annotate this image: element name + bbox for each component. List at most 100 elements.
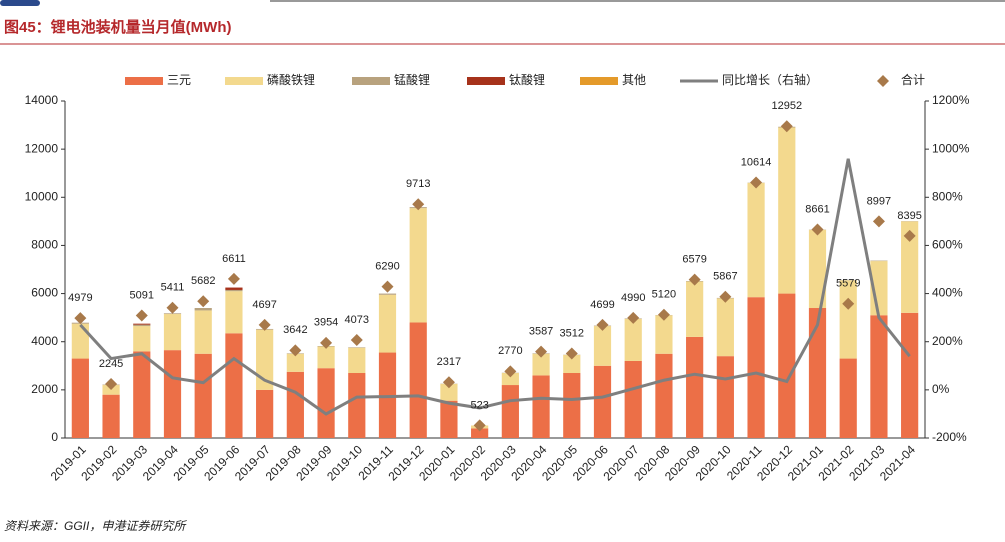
y-tick-label: 2000 xyxy=(31,382,58,396)
bar-segment xyxy=(102,395,119,438)
total-label: 3587 xyxy=(529,326,553,338)
bar-segment xyxy=(287,354,304,372)
bar-segment xyxy=(225,290,242,291)
y-tick-label: 4000 xyxy=(31,334,58,348)
bar-segment xyxy=(410,208,427,322)
chart-title: 图45：锂电池装机量当月值(MWh) xyxy=(4,18,232,36)
legend-swatch xyxy=(467,77,505,85)
total-label: 3512 xyxy=(560,327,584,339)
logo-mark xyxy=(0,0,40,6)
bar-segment xyxy=(502,385,519,438)
bar-segment xyxy=(195,308,212,310)
total-marker xyxy=(197,295,209,307)
bar-segment xyxy=(379,295,396,353)
legend-label: 磷酸铁锂 xyxy=(267,72,315,87)
bar-segment xyxy=(840,359,857,438)
bar-segment xyxy=(287,372,304,438)
total-label: 6579 xyxy=(682,254,706,266)
legend-label: 其他 xyxy=(622,73,646,87)
bar-segment xyxy=(686,337,703,438)
y2-tick-label: 800% xyxy=(932,189,963,203)
bar-segment xyxy=(133,326,150,351)
y2-tick-label: -200% xyxy=(932,430,967,444)
total-label: 4979 xyxy=(68,292,92,304)
source: 资料来源：GGII，申港证券研究所 xyxy=(4,519,187,533)
bar-segment xyxy=(225,333,242,438)
bar-segment xyxy=(133,325,150,326)
bar-segment xyxy=(747,183,764,297)
total-marker xyxy=(382,281,394,293)
y2-tick-label: 0% xyxy=(932,382,950,396)
bar-segment xyxy=(594,326,611,366)
bar-segment xyxy=(563,373,580,438)
bar-segment xyxy=(133,351,150,438)
bar-segment xyxy=(747,297,764,438)
total-label: 4990 xyxy=(621,292,645,304)
total-label: 8997 xyxy=(867,195,891,207)
legend-swatch xyxy=(877,75,889,87)
bar-segment xyxy=(317,368,334,438)
bar-segment xyxy=(410,322,427,438)
bar-segment xyxy=(778,127,795,293)
total-label: 5682 xyxy=(191,275,215,287)
total-label: 6611 xyxy=(222,253,246,265)
total-label: 8661 xyxy=(805,203,829,215)
bar-segment xyxy=(225,291,242,333)
bar-segment xyxy=(655,354,672,438)
bar-segment xyxy=(870,315,887,438)
bar-segment xyxy=(195,354,212,438)
y-tick-label: 0 xyxy=(51,430,58,444)
bar-segment xyxy=(133,324,150,325)
total-marker xyxy=(136,309,148,321)
bar-segment xyxy=(72,359,89,438)
legend-label: 锰酸锂 xyxy=(394,72,430,87)
bar-segment xyxy=(225,288,242,290)
legend-swatch xyxy=(352,77,390,85)
legend-label: 钛酸锂 xyxy=(509,72,545,87)
bar-segment xyxy=(440,401,457,438)
total-label: 2245 xyxy=(99,358,123,370)
bar-segment xyxy=(778,294,795,438)
total-label: 6290 xyxy=(375,260,399,272)
bar-segment xyxy=(717,298,734,356)
y-tick-label: 14000 xyxy=(25,93,59,107)
total-label: 5091 xyxy=(130,289,154,301)
bar-segment xyxy=(317,347,334,369)
total-label: 5579 xyxy=(836,278,860,290)
total-label: 5867 xyxy=(713,271,737,283)
y2-tick-label: 400% xyxy=(932,286,963,300)
bar-segment xyxy=(164,314,181,350)
bar-segment xyxy=(717,356,734,438)
total-marker xyxy=(228,273,240,285)
bar-segment xyxy=(686,282,703,337)
legend-label: 合计 xyxy=(901,72,925,87)
y2-tick-label: 600% xyxy=(932,238,963,252)
legend-swatch xyxy=(225,77,263,85)
total-marker xyxy=(351,334,363,346)
bar-segment xyxy=(348,348,365,373)
bar-segment xyxy=(532,375,549,438)
bar-segment xyxy=(625,361,642,438)
legend-label: 三元 xyxy=(167,73,191,87)
bar-segment xyxy=(348,373,365,438)
total-label: 5411 xyxy=(161,282,185,294)
total-label: 4073 xyxy=(345,314,369,326)
bar-segment xyxy=(195,310,212,353)
total-marker xyxy=(167,302,179,314)
total-label: 4697 xyxy=(252,299,276,311)
total-label: 3642 xyxy=(283,324,307,336)
total-label: 2317 xyxy=(437,356,461,368)
y2-tick-label: 1200% xyxy=(932,93,970,107)
y2-tick-label: 1000% xyxy=(932,141,970,155)
bar-segment xyxy=(901,313,918,438)
total-marker xyxy=(873,215,885,227)
total-label: 12952 xyxy=(771,100,802,112)
total-label: 10614 xyxy=(741,156,772,168)
bar-segment xyxy=(594,366,611,438)
bar-segment xyxy=(164,350,181,438)
total-marker xyxy=(74,312,86,324)
legend-label: 同比增长（右轴） xyxy=(722,72,818,87)
total-label: 2770 xyxy=(498,345,522,357)
y2-tick-label: 200% xyxy=(932,334,963,348)
